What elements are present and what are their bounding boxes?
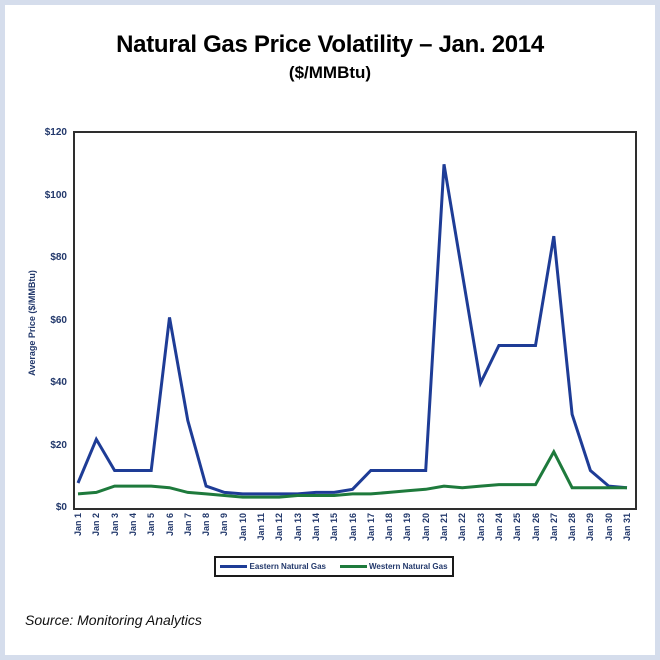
x-tick-label: Jan 18 bbox=[384, 513, 395, 542]
eastern-natural-gas-line bbox=[76, 164, 628, 496]
source-caption: Source: Monitoring Analytics bbox=[25, 612, 202, 628]
x-tick-label: Jan 21 bbox=[439, 513, 449, 542]
x-tick-label: Jan 7 bbox=[182, 513, 193, 537]
x-tick-label: Jan 9 bbox=[219, 513, 230, 537]
chart-title: Natural Gas Price Volatility – Jan. 2014 bbox=[116, 31, 544, 58]
y-tick-label: $100 bbox=[44, 189, 67, 201]
x-tick-label: Jan 3 bbox=[109, 513, 120, 537]
y-tick-label: $0 bbox=[55, 502, 67, 513]
x-tick-label: Jan 10 bbox=[237, 513, 248, 542]
y-tick-label: $40 bbox=[50, 377, 67, 388]
legend: Eastern Natural Gas Western Natural Gas bbox=[214, 556, 454, 577]
x-tick-label: Jan 23 bbox=[475, 513, 486, 542]
chart-subtitle: ($/MMBtu) bbox=[288, 63, 372, 82]
x-tick-label: Jan 11 bbox=[256, 513, 266, 541]
x-tick-label: Jan 31 bbox=[622, 513, 632, 542]
x-tick-label: Jan 14 bbox=[310, 513, 321, 542]
legend-label-eastern: Eastern Natural Gas bbox=[249, 562, 326, 571]
x-tick-label: Jan 16 bbox=[347, 513, 358, 542]
y-tick-label: $60 bbox=[50, 314, 67, 326]
x-tick-label: Jan 24 bbox=[493, 513, 504, 542]
eastern-line-swatch-icon bbox=[220, 565, 248, 568]
legend-entry-eastern: Eastern Natural Gas bbox=[220, 562, 326, 571]
legend-label-western: Western Natural Gas bbox=[368, 562, 448, 571]
x-tick-label: Jan 13 bbox=[292, 513, 303, 542]
x-tick-label: Jan 5 bbox=[146, 513, 157, 537]
y-tick-label: $120 bbox=[44, 127, 67, 138]
y-tick-label: $80 bbox=[50, 252, 67, 263]
x-tick-label: Jan 29 bbox=[585, 513, 596, 542]
plot-area bbox=[73, 131, 637, 510]
x-tick-label: Jan 15 bbox=[329, 513, 340, 542]
line-chart bbox=[76, 164, 628, 499]
x-tick-label: Jan 20 bbox=[420, 513, 431, 542]
x-tick-label: Jan 27 bbox=[548, 513, 559, 542]
x-tick-label: Jan 2 bbox=[91, 513, 102, 537]
western-natural-gas-line bbox=[77, 448, 627, 499]
x-tick-label: Jan 17 bbox=[365, 513, 376, 542]
x-tick-label: Jan 26 bbox=[530, 513, 541, 542]
x-tick-label: Jan 30 bbox=[603, 513, 614, 542]
x-tick-label: Jan 1 bbox=[73, 513, 83, 537]
x-tick-label: Jan 12 bbox=[274, 513, 285, 542]
x-tick-label: Jan 6 bbox=[164, 513, 175, 537]
x-tick-label: Jan 25 bbox=[512, 513, 523, 542]
legend-entry-western: Western Natural Gas bbox=[339, 562, 448, 571]
x-tick-label: Jan 4 bbox=[127, 513, 138, 537]
x-tick-label: Jan 22 bbox=[457, 513, 468, 542]
x-tick-label: Jan 8 bbox=[201, 513, 212, 537]
x-tick-label: Jan 19 bbox=[402, 513, 413, 542]
western-line-swatch-icon bbox=[339, 565, 367, 568]
y-tick-label: $20 bbox=[50, 439, 67, 451]
x-tick-label: Jan 28 bbox=[567, 513, 578, 542]
